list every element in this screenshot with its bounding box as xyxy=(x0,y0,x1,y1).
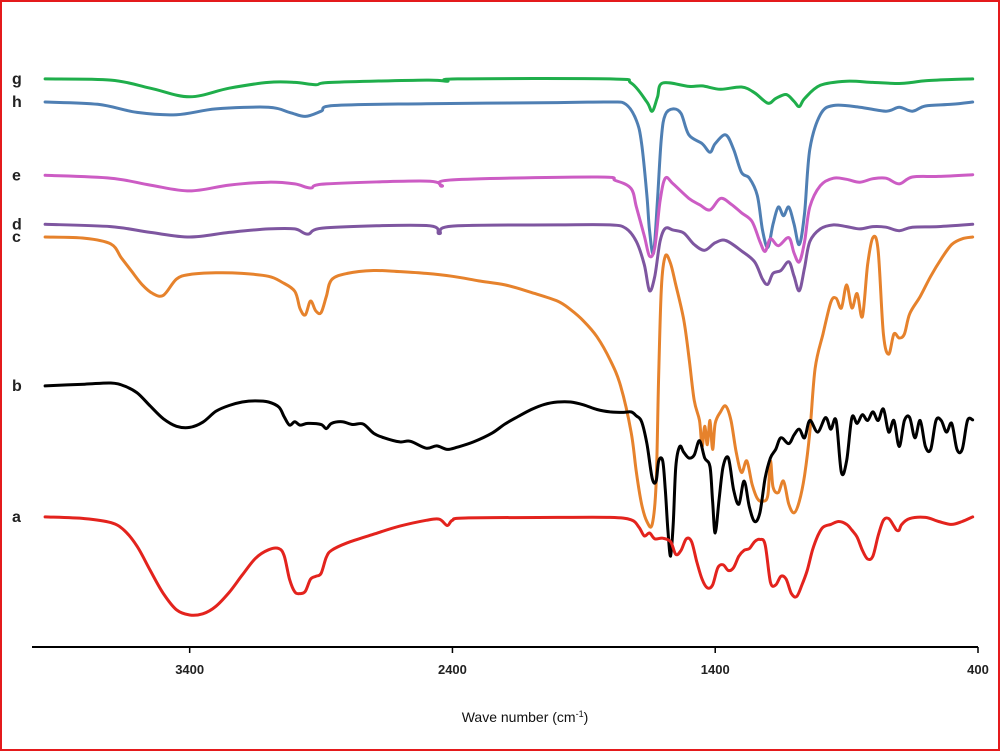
series-line-e xyxy=(43,173,975,264)
x-axis-title-text: Wave number (cm xyxy=(462,709,576,725)
series-line-c xyxy=(43,234,975,529)
series-label-c: c xyxy=(12,229,21,246)
series-line-g xyxy=(43,77,975,113)
x-axis-title-close: ) xyxy=(584,709,589,725)
x-axis-title-superscript: -1 xyxy=(576,709,584,719)
series-line-h xyxy=(43,100,975,256)
x-tick-label: 3400 xyxy=(175,662,204,677)
series-line-b xyxy=(43,381,975,558)
x-tick-label: 400 xyxy=(967,662,989,677)
series-layer xyxy=(43,77,975,617)
x-axis-title: Wave number (cm-1) xyxy=(462,709,589,725)
x-tick-label: 1400 xyxy=(701,662,730,677)
series-label-b: b xyxy=(12,378,22,395)
series-line-d xyxy=(43,222,975,293)
series-label-a: a xyxy=(12,509,21,526)
series-label-layer: gh e dc b a xyxy=(12,71,22,526)
x-axis: 3400 2400 1400 400 xyxy=(32,646,989,677)
series-label-h: h xyxy=(12,94,22,111)
series-label-d: d xyxy=(12,216,22,233)
series-label-e: e xyxy=(12,167,21,184)
x-tick-label: 2400 xyxy=(438,662,467,677)
series-line-a xyxy=(43,515,975,617)
series-label-g: g xyxy=(12,71,22,88)
